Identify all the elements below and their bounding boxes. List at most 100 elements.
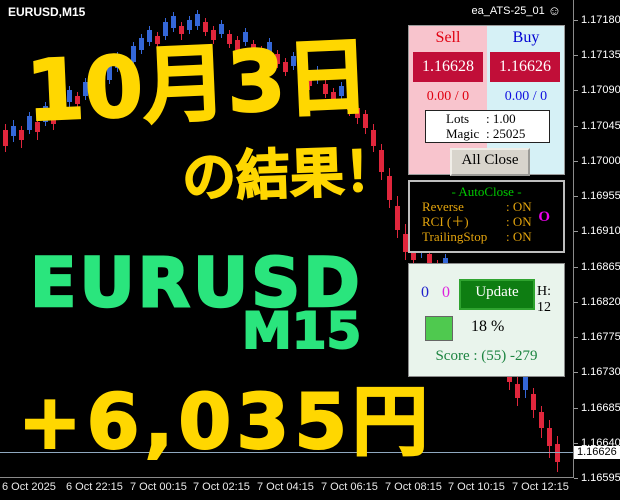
lots-magic-box: Lots : 1.00 Magic : 25025 <box>425 110 550 143</box>
price-tick <box>574 126 578 127</box>
price-label: 1.16865 <box>581 261 620 273</box>
price-axis[interactable]: 1.17180 1.17135 1.17090 1.17045 1.17000 1.169… <box>574 0 620 484</box>
lots-value: : 1.00 <box>486 111 516 126</box>
buy-price-button[interactable]: 1.16626 <box>490 52 560 82</box>
lots-row: Lots : 1.00 <box>426 111 549 126</box>
time-label: 6 Oct 2025 <box>2 481 56 493</box>
overlay-date-text: 10月3日 <box>23 27 372 142</box>
price-label: 1.16685 <box>581 402 620 414</box>
candle-body <box>11 126 16 136</box>
progress-square <box>425 316 453 341</box>
price-label: 1.17090 <box>581 84 620 96</box>
sell-title: Sell <box>435 29 461 46</box>
price-tick <box>574 372 578 373</box>
update-panel: 0 0 Update H: 12 18 % Score : (55) -279 <box>408 263 565 377</box>
score-text: Score : (55) -279 <box>435 348 538 364</box>
candle-body <box>531 394 536 410</box>
candle-body <box>323 84 328 94</box>
autoclose-panel: - AutoClose - Reverse: ON RCI (＋): ON Trai… <box>408 180 565 253</box>
autoclose-row-label: RCI (＋) <box>422 214 469 229</box>
candle-body <box>387 176 392 200</box>
overlay-symbol-text: EURUSD <box>29 244 363 323</box>
candle-body <box>395 206 400 230</box>
overlay-result-text: の結果！ <box>180 139 400 211</box>
autoclose-row-value: : ON <box>506 199 532 214</box>
candle-body <box>43 106 48 122</box>
all-close-button[interactable]: All Close <box>450 148 530 176</box>
candle-body <box>155 36 160 44</box>
price-tick <box>574 267 578 268</box>
price-tick <box>574 20 578 21</box>
price-label: 1.16730 <box>581 366 620 378</box>
autoclose-row: Reverse : ON <box>410 199 563 214</box>
time-label: 7 Oct 06:15 <box>321 481 378 493</box>
candle-body <box>19 130 24 140</box>
candle-body <box>299 68 304 78</box>
candle-body <box>35 122 40 132</box>
buy-title: Buy <box>512 29 540 46</box>
price-tick <box>574 196 578 197</box>
autoclose-row-label: Reverse <box>422 199 464 214</box>
update-button[interactable]: Update <box>459 279 535 310</box>
candle-body <box>379 150 384 172</box>
price-tick <box>574 161 578 162</box>
candle-body <box>371 130 376 146</box>
candle-body <box>27 116 32 130</box>
candle-body <box>403 234 408 252</box>
candle-body <box>227 34 232 44</box>
time-label: 7 Oct 04:15 <box>257 481 314 493</box>
price-tick <box>574 337 578 338</box>
candle-body <box>59 98 64 114</box>
time-axis[interactable]: 6 Oct 2025 6 Oct 22:15 7 Oct 00:15 7 Oct 02… <box>0 478 620 500</box>
candle-body <box>187 20 192 30</box>
price-label: 1.16595 <box>581 472 620 484</box>
price-tick <box>574 302 578 303</box>
magic-value: : 25025 <box>486 126 526 141</box>
candle-body <box>203 22 208 32</box>
candle-body <box>163 22 168 36</box>
ea-smiley-icon[interactable]: ☺ <box>547 3 561 18</box>
sell-stats: 0.00 / 0 <box>426 89 470 104</box>
candle-body <box>107 64 112 80</box>
price-label: 1.17000 <box>581 155 620 167</box>
price-tick <box>574 90 578 91</box>
candle-body <box>339 86 344 96</box>
price-tick <box>574 231 578 232</box>
candle-body <box>91 74 96 86</box>
sell-price-button[interactable]: 1.16628 <box>413 52 483 82</box>
price-label: 1.16955 <box>581 190 620 202</box>
autoclose-row-value: : ON <box>506 214 532 229</box>
time-label: 7 Oct 10:15 <box>448 481 505 493</box>
rci-indicator-icon: O <box>538 209 550 225</box>
candle-body <box>523 376 528 390</box>
magic-row: Magic : 25025 <box>426 126 549 141</box>
lots-label: Lots <box>446 111 470 126</box>
ea-header: ea_ATS-25_01 ☺ <box>472 4 561 17</box>
overlay-timeframe-text: M15 <box>241 302 362 360</box>
autoclose-row: TrailingStop: ON <box>410 229 563 244</box>
magic-label: Magic <box>446 126 480 141</box>
current-price-tag: 1.16626 <box>574 446 620 459</box>
time-label: 6 Oct 22:15 <box>66 481 123 493</box>
candle-body <box>67 90 72 102</box>
time-label: 7 Oct 08:15 <box>385 481 442 493</box>
candle-body <box>75 96 80 104</box>
candle-body <box>179 26 184 34</box>
candle-body <box>347 100 352 110</box>
price-tick <box>574 55 578 56</box>
candle-body <box>171 16 176 28</box>
price-tick <box>574 408 578 409</box>
time-label: 7 Oct 12:15 <box>512 481 569 493</box>
candle-body <box>539 412 544 428</box>
current-price-line <box>0 452 573 453</box>
candle-body <box>547 428 552 446</box>
autoclose-rows: Reverse: ON RCI (＋): ON TrailingStop: ON <box>410 199 563 244</box>
candle-body <box>515 384 520 398</box>
candle-body <box>211 30 216 40</box>
candle-body <box>555 444 560 462</box>
candle-body <box>315 70 320 80</box>
candle-body <box>51 114 56 124</box>
price-label: 1.17180 <box>581 14 620 26</box>
candle-body <box>363 114 368 128</box>
autoclose-row: RCI (＋) : ON <box>410 214 563 229</box>
